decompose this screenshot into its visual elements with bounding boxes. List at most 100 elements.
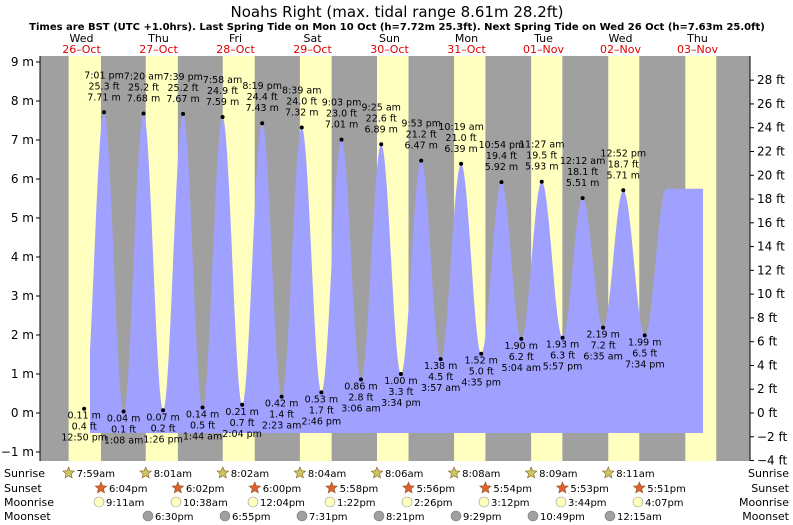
chart-title: Noahs Right (max. tidal range 8.61m 28.2… [230, 3, 563, 21]
y-tick-label-ft: 6 ft [757, 335, 777, 349]
y-tick-label-m: 8 m [11, 94, 34, 108]
sunset-time: 5:58pm [340, 484, 379, 495]
sun-star-icon [293, 466, 307, 479]
tide-label: 5.93 m [525, 162, 558, 173]
y-tick-label-m: 6 m [11, 172, 34, 186]
sunset-time: 5:54pm [493, 484, 532, 495]
tide-label: 3:06 am [341, 403, 380, 414]
moonset-icon [450, 510, 462, 522]
chart-subtitle: Times are BST (UTC +1.0hrs). Last Spring… [29, 22, 765, 33]
tide-label: 7.68 m [127, 93, 160, 104]
tide-label: 2.8 ft [348, 392, 373, 403]
tide-label: 3:57 am [421, 383, 460, 394]
moonrise-icon [170, 496, 182, 508]
tide-label: 6.5 ft [632, 348, 657, 359]
tide-point [200, 405, 205, 410]
sun-star-icon [524, 466, 538, 479]
day-weekday: Sun [379, 32, 400, 45]
tide-label: 7.32 m [285, 108, 318, 119]
sunset-time: 5:56pm [417, 484, 456, 495]
tide-label: 9:03 pm [322, 98, 362, 109]
sunset-time: 6:00pm [263, 484, 302, 495]
y-tick-label-ft: 4 ft [757, 358, 777, 372]
tide-point [642, 333, 647, 338]
sun-star-icon [171, 481, 185, 494]
moonrise-time: 9:11am [106, 498, 144, 509]
moonset-icon [296, 510, 308, 522]
moonrise-icon [247, 496, 259, 508]
y-tick-label-ft: 22 ft [757, 144, 785, 158]
tide-label: 0.21 m [225, 407, 258, 418]
moonset-time: 12:15am [617, 512, 662, 523]
tide-label: 7.43 m [245, 103, 278, 114]
sunset-time: 6:02pm [186, 484, 225, 495]
tide-point [621, 188, 626, 193]
tide-label: 9:25 am [361, 102, 400, 113]
y-tick-label-ft: 26 ft [757, 97, 785, 111]
tide-label: 1.00 m [384, 376, 417, 387]
tide-point [82, 406, 87, 411]
sun-star-icon [139, 466, 153, 479]
row-label-right: Sunset [751, 482, 789, 495]
sunrise-time: 8:09am [539, 469, 577, 480]
tide-label: 6.47 m [404, 141, 437, 152]
tide-label: 4:35 pm [461, 378, 501, 389]
tide-label: 23.0 ft [326, 109, 357, 120]
tide-label: 10:54 pm [479, 140, 525, 151]
tide-label: 2:23 am [262, 421, 301, 432]
day-date: 29–Oct [293, 43, 332, 56]
tide-label: 25.3 ft [88, 81, 119, 92]
tide-label: 5.0 ft [469, 367, 494, 378]
moonrise-time: 3:44pm [568, 498, 607, 509]
y-tick-label-m: 5 m [11, 211, 34, 225]
day-weekday: Sat [303, 32, 322, 45]
tide-point [419, 158, 424, 163]
y-tick-label-ft: 28 ft [757, 73, 785, 87]
tide-curve [90, 112, 703, 434]
tide-label: 10:19 am [438, 122, 483, 133]
tide-point [299, 125, 304, 130]
y-tick-label-ft: −2 ft [757, 430, 788, 444]
tide-label: 0.42 m [265, 399, 298, 410]
sunset-time: 5:51pm [647, 484, 686, 495]
tide-label: 0.4 ft [72, 422, 97, 433]
y-tick-label-ft: 18 ft [757, 192, 785, 206]
tide-label: 25.2 ft [168, 83, 199, 94]
tide-label: 0.7 ft [230, 418, 255, 429]
sun-star-icon [555, 481, 569, 494]
y-tick-label-m: 4 m [11, 250, 34, 264]
row-label-left: Moonset [4, 510, 51, 523]
tide-label: 2:46 pm [302, 416, 342, 427]
tide-label: 7:20 am [124, 71, 163, 82]
moonrise-time: 12:04pm [260, 498, 305, 509]
tide-label: 4.5 ft [428, 372, 453, 383]
y-tick-label-m: 2 m [11, 328, 34, 342]
moonset-icon [219, 510, 231, 522]
tide-point [519, 336, 524, 341]
row-label-left: Sunset [4, 482, 42, 495]
tide-label: 7.67 m [166, 94, 199, 105]
tide-point [121, 409, 126, 414]
tide-label: 1.38 m [424, 361, 457, 372]
tide-label: 0.1 ft [111, 424, 136, 435]
sun-star-icon [601, 466, 615, 479]
sun-star-icon [94, 481, 108, 494]
tide-point [161, 408, 166, 413]
day-weekday: Mon [455, 32, 478, 45]
tide-label: 0.04 m [107, 413, 140, 424]
tide-label: 7:58 am [203, 75, 242, 86]
tide-point [479, 351, 484, 356]
tide-point [319, 390, 324, 395]
tide-label: 3.3 ft [388, 387, 413, 398]
sunrise-time: 8:06am [385, 469, 423, 480]
tide-label: 21.2 ft [406, 130, 437, 141]
moonset-time: 7:31pm [309, 512, 348, 523]
tide-point [398, 372, 403, 376]
tide-label: 7:34 pm [625, 359, 665, 370]
day-weekday: Fri [229, 32, 242, 45]
tide-point [260, 121, 265, 126]
day-weekday: Wed [609, 32, 633, 45]
tide-label: 0.2 ft [151, 423, 176, 434]
tide-label: 2:04 pm [222, 429, 262, 440]
tide-label: 5.71 m [607, 170, 640, 181]
